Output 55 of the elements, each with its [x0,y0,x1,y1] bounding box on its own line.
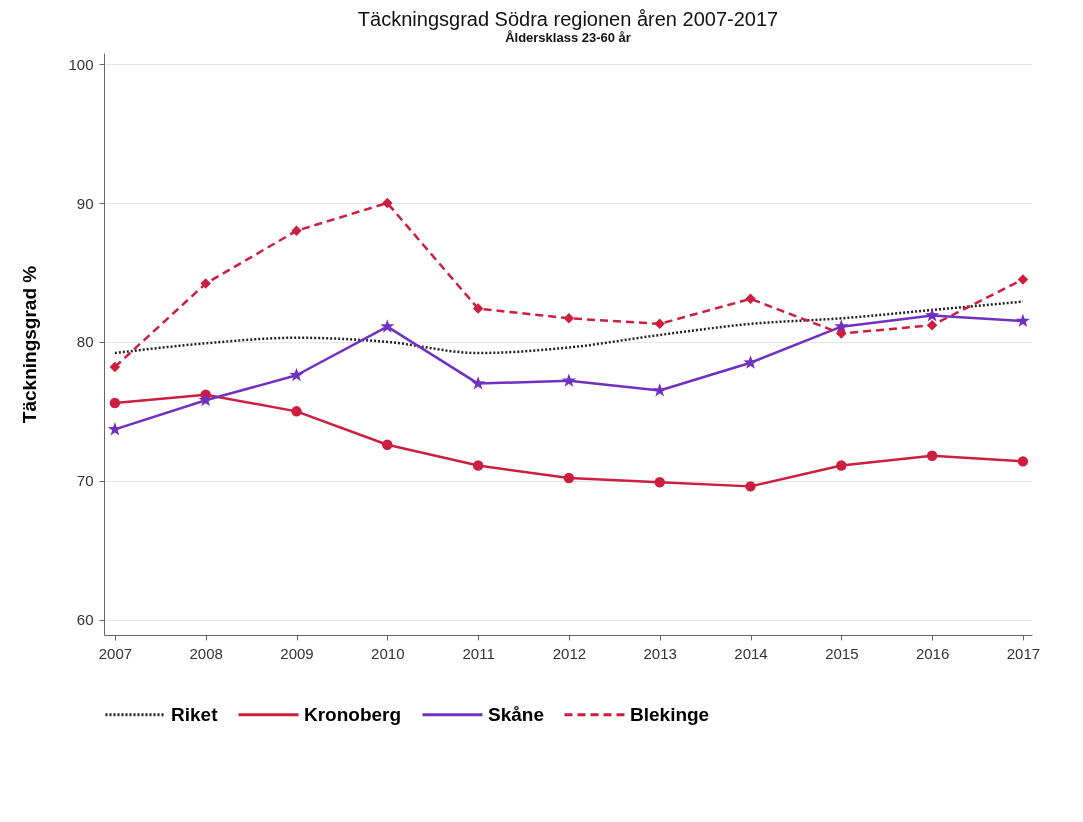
x-tick-label: 2014 [734,644,768,662]
point [382,439,393,450]
point [652,383,667,397]
point [472,303,484,314]
point [198,392,213,407]
x-tick-label: 2012 [552,644,587,662]
point [471,376,486,390]
point [291,406,302,417]
x-tick-label: 2017 [1006,644,1041,662]
chart-subtitle: Åldersklass 23-60 år [505,30,631,45]
point [654,476,665,488]
x-tick-label: 2016 [915,644,950,662]
point [561,373,576,387]
point [743,355,758,369]
legend-label: Blekinge [630,703,710,725]
point [380,319,395,333]
point [926,320,938,331]
point [926,450,938,462]
point [745,481,756,492]
point [109,397,121,409]
point [289,367,304,382]
point [836,460,847,471]
legend-label: Kronoberg [304,703,402,725]
point [1017,274,1029,285]
x-tick-label: 2013 [643,644,677,662]
x-tick-label: 2008 [189,644,223,662]
point [745,293,756,305]
y-tick-label: 70 [76,472,94,490]
point [200,278,211,289]
x-tick-label: 2015 [825,644,859,662]
y-tick-label: 90 [76,194,94,212]
point [563,472,575,484]
x-tick-label: 2010 [371,644,405,662]
point [382,197,393,209]
x-tick-label: 2007 [98,644,133,662]
point [472,460,484,471]
y-axis-title: Täckningsgrad % [19,265,41,424]
point [836,328,847,339]
point [1015,313,1030,328]
point [925,308,940,322]
y-tick-label: 100 [68,55,94,73]
y-tick-label: 60 [76,611,94,629]
point [291,225,302,237]
point [654,318,665,330]
point [107,422,122,436]
legend-label: Riket [171,703,219,725]
legend-label: Skåne [488,703,544,725]
x-tick-label: 2009 [280,644,314,662]
y-tick-label: 80 [76,333,94,351]
point [109,361,121,373]
x-tick-label: 2011 [462,644,495,662]
chart-title: Täckningsgrad Södra regionen åren 2007-2017 [357,8,779,30]
point [834,319,849,333]
point [563,313,575,324]
point [1017,456,1029,467]
